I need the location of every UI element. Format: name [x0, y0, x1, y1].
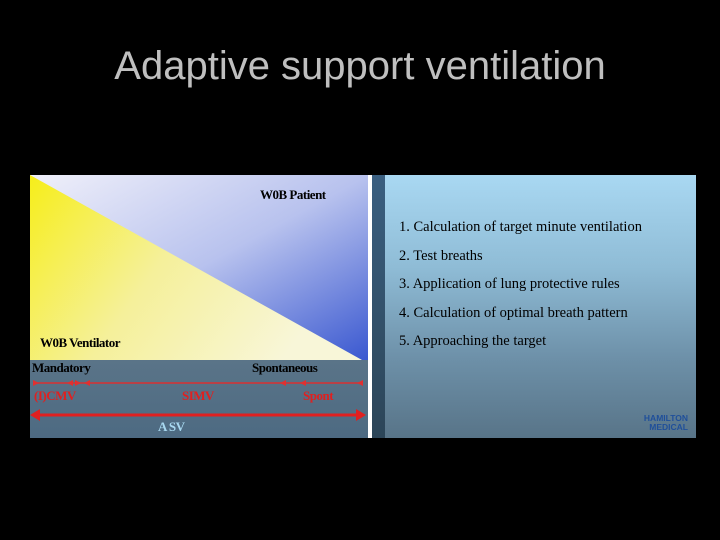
- diagram-graphic: [30, 175, 368, 438]
- asv-arrow-left: [30, 409, 40, 421]
- steps-list: 1. Calculation of target minute ventilat…: [399, 219, 642, 362]
- spontaneous-label: Spontaneous: [252, 360, 318, 375]
- panel-edge: [372, 175, 385, 438]
- mode-markers: [33, 380, 363, 386]
- wob-ventilator-label: W0B Ventilator: [40, 335, 121, 350]
- spont-label: Spont: [303, 388, 334, 403]
- divider: [368, 175, 372, 438]
- slide-title: Adaptive support ventilation: [114, 44, 606, 88]
- mode-band: [30, 360, 368, 438]
- step-item: 1. Calculation of target minute ventilat…: [399, 219, 642, 235]
- logo-line2: MEDICAL: [649, 422, 688, 432]
- simv-label: SIMV: [182, 388, 214, 403]
- steps-panel: 1. Calculation of target minute ventilat…: [385, 175, 696, 438]
- asv-diagram: W0B Patient W0B Ventilator Mandatory Spo…: [30, 175, 368, 438]
- logo-line1: HAMILTON: [643, 413, 688, 423]
- cmv-label: (I)CMV: [34, 388, 76, 403]
- asv-arrow-right: [356, 409, 366, 421]
- step-item: 4. Calculation of optimal breath pattern: [399, 304, 628, 321]
- step-item: 5. Approaching the target: [399, 333, 547, 349]
- mandatory-label: Mandatory: [32, 360, 91, 375]
- step-item: 2. Test breaths: [399, 247, 483, 264]
- step-item: 3. Application of lung protective rules: [399, 276, 620, 292]
- ventilator-wob-area: [30, 175, 362, 360]
- hamilton-medical-logo: HAMILTON MEDICAL: [644, 414, 688, 432]
- wob-patient-label: W0B Patient: [260, 187, 326, 202]
- asv-label: A SV: [158, 419, 185, 434]
